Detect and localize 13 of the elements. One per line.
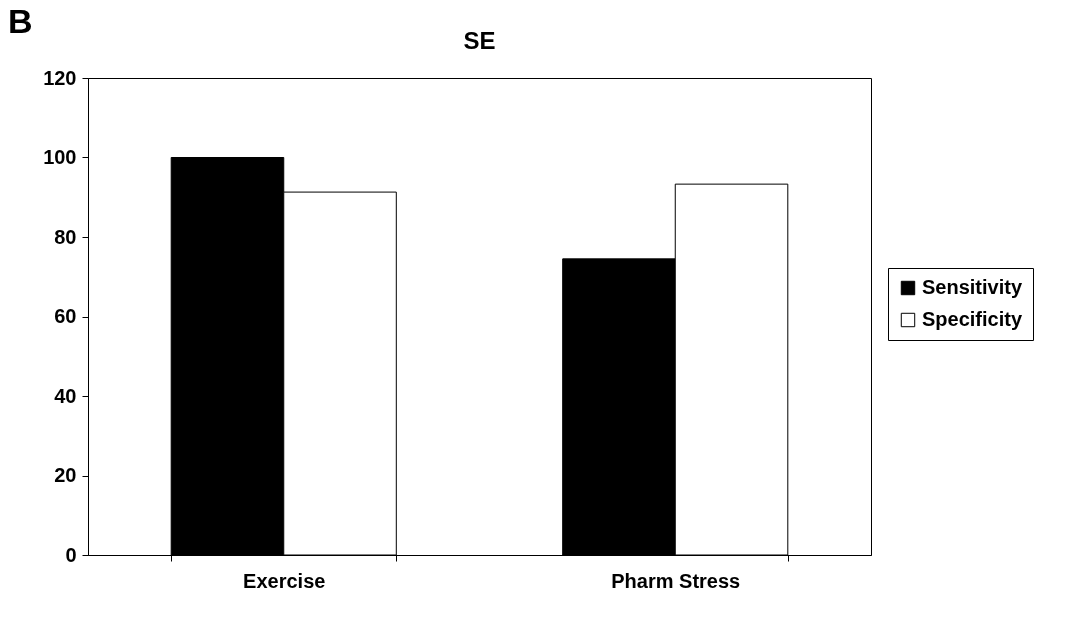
x-tick-label: Exercise [243,569,326,592]
y-tick-label: 120 [43,66,77,89]
x-tick-label: Pharm Stress [611,569,741,592]
y-tick-label: 40 [54,384,77,407]
y-tick-label: 80 [54,225,77,248]
y-tick-label: 60 [54,305,77,327]
y-tick-label: 0 [65,543,77,566]
y-tick-label: 100 [43,146,77,168]
legend-label: Specificity [922,308,1023,330]
text: B [8,2,33,41]
y-tick-label: 20 [54,464,77,486]
legend-label: Sensitivity [922,276,1023,298]
chart-title: SE [463,27,496,54]
